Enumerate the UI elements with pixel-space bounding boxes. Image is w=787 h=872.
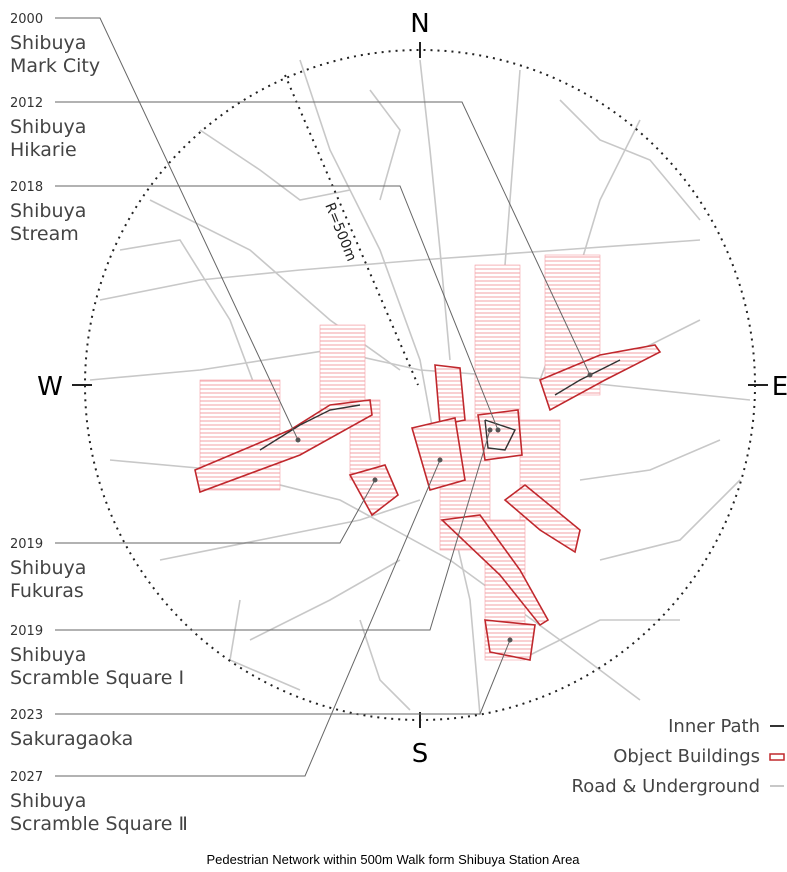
building-year: 2027 [10,770,43,785]
building-year: 2018 [10,180,43,195]
legend: Inner Path Object Buildings Road & Under… [572,716,785,797]
leader-dot [508,638,513,643]
road-network [90,60,750,715]
leader-dot [296,438,301,443]
diagram: N S W E R=500m 2000ShibuyaMark City2012S… [0,0,787,872]
building-name: Shibuya [10,557,86,579]
compass-west: W [37,372,63,402]
leader-dot [373,478,378,483]
caption: Pedestrian Network within 500m Walk form… [206,852,580,867]
building-year: 2012 [10,96,43,111]
radius-label: R=500m [321,201,359,264]
leader-dot [588,373,593,378]
leader-line [55,18,298,440]
legend-symbol [770,754,784,760]
building-name: Sakuragaoka [10,728,133,750]
building-year: 2023 [10,708,43,723]
building-name: Mark City [10,55,100,77]
building-name: Shibuya [10,116,86,138]
compass-south: S [412,739,429,769]
building-name: Scramble Square Ⅰ [10,667,184,689]
building-name: Fukuras [10,580,84,602]
leader-dot [496,428,501,433]
buildings [195,255,660,660]
building-name: Hikarie [10,139,77,161]
building-name: Stream [10,223,79,245]
building-name: Shibuya [10,790,86,812]
building-name: Shibuya [10,32,86,54]
leader-dot [488,428,493,433]
legend-label: Road & Underground [572,776,761,797]
building-name: Scramble Square Ⅱ [10,813,188,835]
building-year: 2000 [10,12,43,27]
building-name: Shibuya [10,200,86,222]
leader-dot [438,458,443,463]
building-year: 2019 [10,537,43,552]
building-year: 2019 [10,624,43,639]
compass-east: E [772,372,787,402]
compass-north: N [410,9,429,39]
legend-label: Object Buildings [613,746,760,767]
legend-label: Inner Path [668,716,760,737]
building-name: Shibuya [10,644,86,666]
